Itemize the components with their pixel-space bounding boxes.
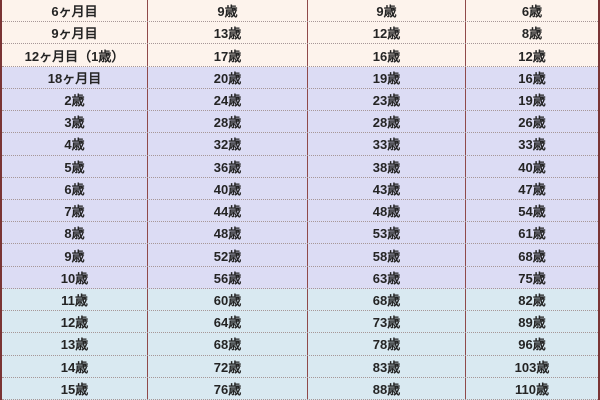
table-row: 18ヶ月目 20歳 19歳 16歳 (2, 66, 598, 89)
value-cell: 75歳 (518, 270, 546, 286)
table-row: 11歳 60歳 68歳 82歳 (2, 288, 598, 312)
row-label-cell: 3歳 (2, 111, 148, 133)
value-cell: 16歳 (518, 70, 546, 86)
row-label-cell: 13歳 (2, 333, 148, 355)
value-cell: 12歳 (518, 48, 546, 64)
value-cell: 19歳 (308, 66, 466, 88)
table-row: 12ヶ月目（1歳） 17歳 16歳 12歳 (2, 44, 598, 67)
value-cell: 8歳 (521, 26, 543, 42)
row-label-cell: 10歳 (2, 266, 148, 288)
value-cell: 68歳 (518, 248, 546, 264)
value-cell: 23歳 (308, 88, 466, 111)
value-cell: 13歳 (148, 22, 308, 44)
value-cell: 6歳 (521, 4, 543, 20)
value-cell: 12歳 (308, 22, 466, 44)
value-cell: 9歳 (148, 0, 308, 22)
value-cell: 54歳 (518, 204, 546, 220)
value-cell: 78歳 (308, 333, 466, 355)
value-cell: 36歳 (148, 155, 308, 177)
value-cell: 24歳 (148, 88, 308, 111)
table-row: 2歳 24歳 23歳 19歳 (2, 88, 598, 112)
row-label-cell: 9ヶ月目 (2, 22, 148, 44)
value-cell: 44歳 (148, 199, 308, 222)
row-label-cell: 11歳 (2, 288, 148, 311)
value-cell: 48歳 (148, 222, 308, 244)
row-label-cell: 2歳 (2, 88, 148, 111)
row-label-cell: 18ヶ月目 (2, 66, 148, 88)
value-cell: 40歳 (518, 159, 546, 175)
table-row: 5歳 36歳 38歳 40歳 (2, 155, 598, 178)
value-cell: 52歳 (148, 244, 308, 266)
value-cell: 56歳 (148, 266, 308, 288)
row-label-cell: 12歳 (2, 311, 148, 333)
value-cell: 82歳 (518, 292, 546, 308)
value-cell: 28歳 (308, 111, 466, 133)
value-cell: 9歳 (308, 0, 466, 22)
row-label-cell: 9歳 (2, 244, 148, 266)
table-row: 6ヶ月目 9歳 9歳 6歳 (2, 0, 598, 23)
table-row: 14歳 72歳 83歳 103歳 (2, 355, 598, 378)
value-cell: 88歳 (308, 377, 466, 399)
value-cell: 64歳 (148, 311, 308, 333)
value-cell: 76歳 (148, 377, 308, 399)
table-row: 4歳 32歳 33歳 33歳 (2, 133, 598, 156)
row-label-cell: 5歳 (2, 155, 148, 177)
value-cell: 58歳 (308, 244, 466, 266)
value-cell: 89歳 (518, 315, 546, 331)
row-label-cell: 6歳 (2, 177, 148, 199)
table-row: 12歳 64歳 73歳 89歳 (2, 311, 598, 334)
row-label-cell: 7歳 (2, 199, 148, 222)
row-label-cell: 12ヶ月目（1歳） (2, 44, 148, 66)
value-cell: 103歳 (514, 359, 550, 375)
table-row: 13歳 68歳 78歳 96歳 (2, 333, 598, 356)
table-row: 9歳 52歳 58歳 68歳 (2, 244, 598, 267)
value-cell: 16歳 (308, 44, 466, 66)
table-row: 3歳 28歳 28歳 26歳 (2, 111, 598, 134)
row-label-cell: 8歳 (2, 222, 148, 244)
value-cell: 17歳 (148, 44, 308, 66)
value-cell: 63歳 (308, 266, 466, 288)
table-row: 9ヶ月目 13歳 12歳 8歳 (2, 22, 598, 45)
value-cell: 60歳 (148, 288, 308, 311)
table-row: 7歳 44歳 48歳 54歳 (2, 199, 598, 223)
value-cell: 47歳 (518, 181, 546, 197)
value-cell: 33歳 (308, 133, 466, 155)
value-cell: 48歳 (308, 199, 466, 222)
value-cell: 73歳 (308, 311, 466, 333)
value-cell: 33歳 (518, 137, 546, 153)
value-cell: 61歳 (518, 226, 546, 242)
value-cell: 43歳 (308, 177, 466, 199)
value-cell: 110歳 (515, 381, 549, 397)
value-cell: 26歳 (518, 115, 546, 131)
value-cell: 28歳 (148, 111, 308, 133)
value-cell: 38歳 (308, 155, 466, 177)
value-cell: 32歳 (148, 133, 308, 155)
table-row: 10歳 56歳 63歳 75歳 (2, 266, 598, 289)
table-row: 15歳 76歳 88歳 110歳 (2, 377, 598, 400)
value-cell: 53歳 (308, 222, 466, 244)
value-cell: 20歳 (148, 66, 308, 88)
value-cell: 96歳 (518, 337, 546, 353)
value-cell: 68歳 (148, 333, 308, 355)
row-label-cell: 4歳 (2, 133, 148, 155)
value-cell: 19歳 (518, 92, 546, 108)
table-row: 6歳 40歳 43歳 47歳 (2, 177, 598, 200)
row-label-cell: 14歳 (2, 355, 148, 377)
value-cell: 72歳 (148, 355, 308, 377)
table-row: 8歳 48歳 53歳 61歳 (2, 222, 598, 245)
row-label-cell: 15歳 (2, 377, 148, 399)
value-cell: 83歳 (308, 355, 466, 377)
value-cell: 40歳 (148, 177, 308, 199)
value-cell: 68歳 (308, 288, 466, 311)
row-label-cell: 6ヶ月目 (2, 0, 148, 22)
